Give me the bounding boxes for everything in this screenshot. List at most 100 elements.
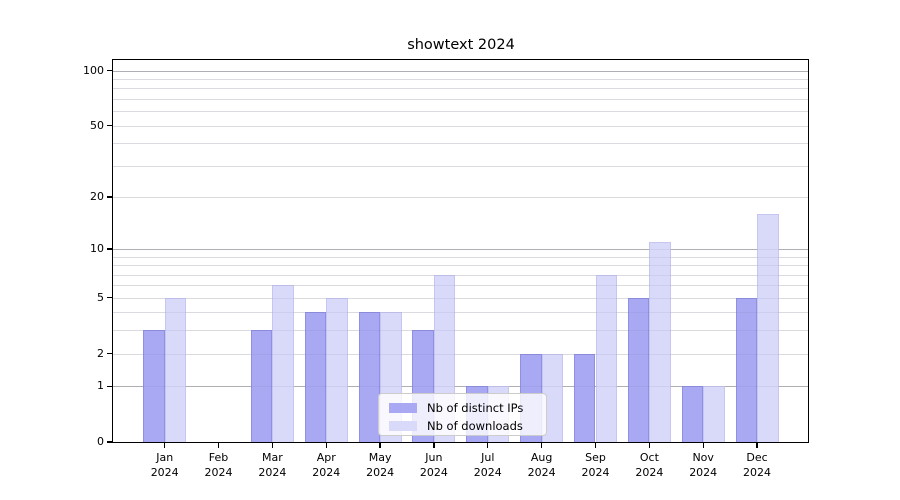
x-tick-jun <box>433 443 435 448</box>
bar-nb-of-downloads-dec <box>757 213 779 443</box>
x-axis-tick-label-jul: Jul 2024 <box>456 450 520 480</box>
legend-label-distinct-ips: Nb of distinct IPs <box>427 400 524 415</box>
gridline-y-1 <box>113 386 809 388</box>
x-axis-tick-label-feb: Feb 2024 <box>187 450 251 480</box>
gridline-y-3 <box>113 330 809 332</box>
bar-nb-of-distinct-ips-mar <box>250 330 273 443</box>
y-tick-1 <box>107 385 113 387</box>
month-label: Nov <box>692 451 714 464</box>
x-tick-jul <box>487 443 489 448</box>
gridline-overlay-y-80 <box>113 88 809 90</box>
year-label: 2024 <box>635 466 664 479</box>
x-tick-nov <box>702 443 704 448</box>
y-axis-tick-label-2: 2 <box>97 346 104 360</box>
x-tick-aug <box>540 443 543 448</box>
month-label: Oct <box>639 451 659 464</box>
gridline-y-4 <box>113 312 809 314</box>
gridline-overlay-y-7 <box>113 274 809 276</box>
gridline-overlay-y-3 <box>113 330 809 332</box>
gridline-y-60 <box>113 111 809 113</box>
gridline-y-70 <box>113 98 809 100</box>
bar-nb-of-downloads-nov <box>703 386 725 443</box>
y-tick-2 <box>107 352 113 355</box>
gridline-y-20 <box>113 196 809 198</box>
gridline-overlay-y-10 <box>113 249 809 250</box>
gridline-overlay-y-90 <box>113 78 809 80</box>
bar-nb-of-downloads-mar <box>272 285 294 443</box>
x-axis-tick-label-nov: Nov 2024 <box>671 450 735 480</box>
plot-area: Nb of distinct IPs Nb of downloads <box>113 60 809 443</box>
x-axis-tick-label-oct: Oct 2024 <box>617 450 681 480</box>
gridline-y-6 <box>113 285 809 287</box>
x-axis-tick-label-aug: Aug 2024 <box>510 450 574 480</box>
month-label: Jun <box>425 451 443 464</box>
month-label: Feb <box>208 451 229 464</box>
y-tick-10 <box>107 248 113 250</box>
bar-nb-of-distinct-ips-oct <box>627 297 650 443</box>
year-label: 2024 <box>366 466 395 479</box>
year-label: 2024 <box>312 466 341 479</box>
y-axis-tick-label-100: 100 <box>83 63 104 77</box>
gridline-overlay-y-6 <box>113 285 809 287</box>
year-label: 2024 <box>204 466 233 479</box>
x-axis-tick-label-apr: Apr 2024 <box>294 450 358 480</box>
gridline-y-50 <box>113 125 809 127</box>
bar-nb-of-distinct-ips-may <box>358 312 381 443</box>
year-label: 2024 <box>150 466 179 479</box>
gridline-overlay-y-60 <box>113 111 809 113</box>
gridline-overlay-y-20 <box>113 196 809 198</box>
chart-title: showtext 2024 <box>407 37 515 53</box>
gridline-overlay-y-5 <box>113 297 809 299</box>
x-tick-sep <box>594 443 597 448</box>
legend: Nb of distinct IPs Nb of downloads <box>378 393 547 436</box>
x-axis-tick-label-dec: Dec 2024 <box>725 450 789 480</box>
gridline-y-90 <box>113 78 809 80</box>
y-axis-tick-label-0: 0 <box>97 435 104 448</box>
month-label: Dec <box>746 451 768 464</box>
bar-nb-of-distinct-ips-jan <box>143 330 165 443</box>
gridline-overlay-y-40 <box>113 143 809 145</box>
gridline-overlay-y-1 <box>113 386 809 388</box>
x-tick-may <box>379 443 381 448</box>
x-tick-apr <box>325 443 327 448</box>
month-label: Jan <box>156 451 174 464</box>
y-tick-100 <box>107 69 113 72</box>
x-tick-mar <box>271 443 274 448</box>
gridline-y-80 <box>113 88 809 90</box>
y-axis-tick-label-1: 1 <box>97 379 104 393</box>
gridline-y-100 <box>113 70 809 72</box>
month-label: Apr <box>316 451 336 464</box>
gridline-overlay-y-30 <box>113 165 809 167</box>
gridline-y-30 <box>113 165 809 167</box>
gridline-y-9 <box>113 256 809 258</box>
gridline-y-2 <box>113 353 809 355</box>
x-tick-jan <box>164 443 166 448</box>
y-axis-tick-label-10: 10 <box>90 242 104 255</box>
year-label: 2024 <box>527 466 556 479</box>
gridline-overlay-y-8 <box>113 265 809 267</box>
month-label: May <box>368 451 392 464</box>
bar-nb-of-downloads-sep <box>595 274 618 443</box>
x-axis-tick-label-may: May 2024 <box>348 450 412 480</box>
gridline-y-8 <box>113 265 809 267</box>
bar-nb-of-downloads-jan <box>164 297 187 443</box>
y-tick-5 <box>107 297 113 299</box>
y-axis-tick-label-50: 50 <box>90 118 104 132</box>
legend-item-distinct-ips: Nb of distinct IPs <box>389 400 546 416</box>
legend-swatch-downloads <box>389 421 417 431</box>
month-label: Mar <box>262 451 283 464</box>
y-axis-tick-label-5: 5 <box>97 290 104 304</box>
gridline-overlay-y-100 <box>113 70 809 72</box>
year-label: 2024 <box>689 466 718 479</box>
bar-nb-of-distinct-ips-dec <box>735 297 758 443</box>
gridline-overlay-y-4 <box>113 312 809 314</box>
y-tick-20 <box>107 196 113 198</box>
gridline-overlay-y-2 <box>113 353 809 355</box>
month-label: Jul <box>481 451 495 464</box>
x-axis-tick-label-sep: Sep 2024 <box>564 450 628 480</box>
x-axis-tick-label-jun: Jun 2024 <box>402 450 466 480</box>
x-axis-tick-label-jan: Jan 2024 <box>133 450 197 480</box>
y-tick-0 <box>107 441 113 443</box>
year-label: 2024 <box>743 466 771 479</box>
